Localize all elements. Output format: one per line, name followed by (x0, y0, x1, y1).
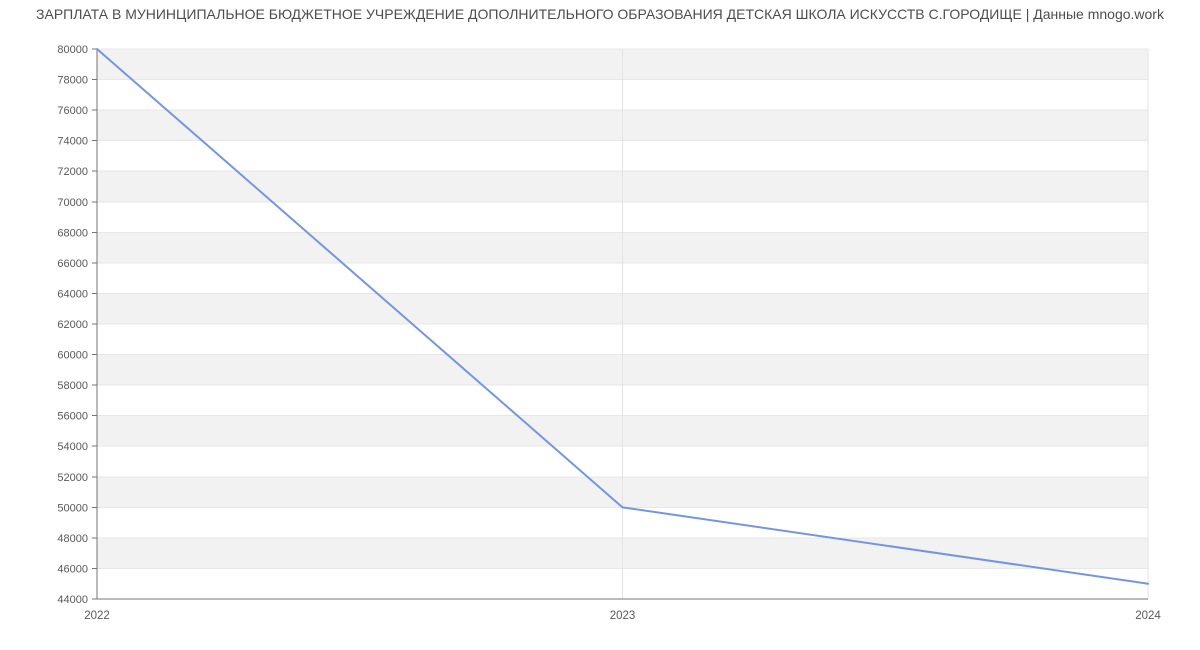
y-tick-label: 64000 (57, 288, 88, 300)
y-tick-label: 46000 (57, 563, 88, 575)
y-tick-label: 74000 (57, 136, 88, 148)
y-tick-label: 58000 (57, 380, 88, 392)
y-tick-label: 54000 (57, 441, 88, 453)
x-tick-label: 2024 (1135, 610, 1161, 622)
y-tick-label: 50000 (57, 502, 88, 514)
y-tick-label: 70000 (57, 197, 88, 209)
y-tick-label: 60000 (57, 350, 88, 362)
x-tick-label: 2022 (84, 610, 110, 622)
chart-title: ЗАРПЛАТА В МУНИНЦИПАЛЬНОЕ БЮДЖЕТНОЕ УЧРЕ… (36, 6, 1164, 22)
x-tick-label: 2023 (610, 610, 636, 622)
y-tick-label: 44000 (57, 594, 88, 606)
series-line[interactable] (96, 48, 1149, 585)
y-tick-label: 68000 (57, 227, 88, 239)
y-tick-label: 56000 (57, 411, 88, 423)
y-tick-label: 78000 (57, 75, 88, 87)
y-tick-label: 62000 (57, 319, 88, 331)
y-tick-label: 76000 (57, 105, 88, 117)
y-tick-label: 80000 (57, 44, 88, 56)
y-tick-label: 48000 (57, 533, 88, 545)
y-tick-label: 72000 (57, 166, 88, 178)
y-tick-label: 66000 (57, 258, 88, 270)
y-tick-label: 52000 (57, 472, 88, 484)
